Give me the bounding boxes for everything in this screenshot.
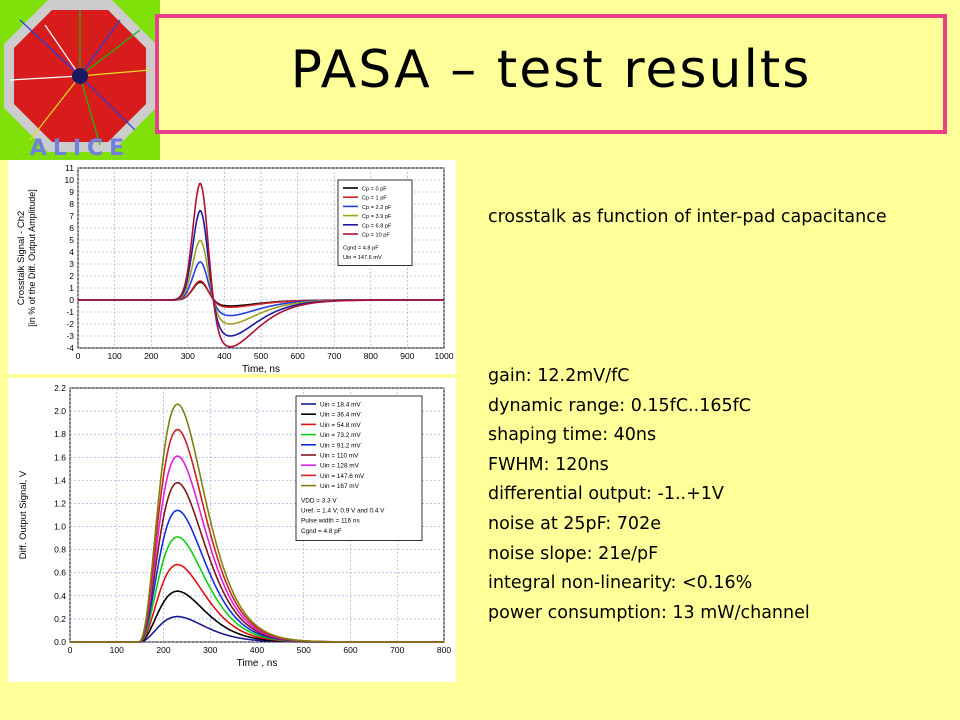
legend-entry: Cp = 3.9 pF	[362, 214, 392, 220]
x-tick-label: 200	[156, 645, 170, 655]
x-tick-label: 600	[343, 645, 357, 655]
legend-entry: Cp = 2.2 pF	[362, 205, 392, 211]
y-tick-label: 1.8	[54, 429, 66, 439]
legend-entry: Cp = 0 pF	[362, 187, 387, 193]
y-axis-label: Crosstalk Signal - Ch2	[16, 211, 27, 306]
y-tick-label: -4	[66, 343, 74, 353]
y-tick-label: 2.0	[54, 406, 66, 416]
alice-logo-text: ALICE	[29, 136, 131, 161]
x-tick-label: 600	[291, 351, 305, 361]
x-tick-label: 800	[364, 351, 378, 361]
y-tick-label: -2	[66, 319, 74, 329]
spec-item: noise slope: 21e/pF	[488, 543, 659, 564]
y-tick-label: 0.2	[54, 614, 66, 624]
alice-logo: ALICE	[0, 0, 160, 161]
y-tick-label: 2.2	[54, 383, 66, 393]
legend-note: Uin = 147.6 mV	[343, 255, 382, 261]
y-tick-label: 3	[69, 259, 74, 269]
x-tick-label: 200	[144, 351, 158, 361]
crosstalk-chart-svg: 0 100 200 300 400 500 600 700 800 900 1000-4-3-2-1…	[16, 163, 454, 374]
legend-entry: Uin = 91.2 mV	[320, 442, 361, 449]
x-tick-label: 300	[203, 645, 217, 655]
y-tick-label: 0.6	[54, 568, 66, 578]
legend-box	[295, 395, 423, 542]
legend-entry: Uin = 18.4 mV	[320, 402, 361, 409]
x-tick-label: 100	[110, 645, 124, 655]
x-tick-label: 0	[68, 645, 73, 655]
y-tick-label: 1	[69, 283, 74, 293]
x-tick-label: 100	[108, 351, 122, 361]
page-title: PASA – test results	[290, 40, 812, 100]
y-tick-label: 0.4	[54, 591, 66, 601]
crosstalk-caption: crosstalk as function of inter-pad capac…	[488, 207, 887, 227]
x-tick-label: 700	[390, 645, 404, 655]
y-tick-label: 11	[65, 163, 74, 173]
spec-list: gain: 12.2mV/fC dynamic range: 0.15fC..16…	[488, 362, 810, 628]
x-tick-label: 900	[400, 351, 414, 361]
spec-item: FWHM: 120ns	[488, 454, 609, 475]
x-tick-label: 0	[76, 351, 81, 361]
legend-entry: Uin = 54.8 mV	[320, 422, 361, 429]
y-tick-label: 5	[69, 235, 74, 245]
legend-note: VDD = 3.3 V	[301, 497, 337, 504]
y-tick-label: 8	[69, 199, 74, 209]
y-tick-label: 0.0	[54, 637, 66, 647]
y-axis-label: Diff. Output Signal, V	[18, 470, 29, 559]
legend-entry: Uin = 167 mV	[320, 483, 360, 490]
y-tick-label: 4	[69, 247, 74, 257]
legend-entry: Cp = 6.8 pF	[362, 223, 392, 229]
series-line	[70, 403, 444, 643]
alice-logo-graphic	[0, 0, 160, 160]
spec-item: integral non-linearity: <0.16%	[488, 573, 753, 594]
series-line	[78, 182, 444, 348]
legend-entry: Uin = 110 mV	[320, 453, 359, 460]
legend-box	[337, 179, 413, 266]
y-axis-label-2: [in % of the Diff. Output Amplitude]	[27, 189, 37, 326]
x-axis-label: Time , ns	[237, 658, 278, 669]
y-tick-label: 6	[69, 223, 74, 233]
title-box: PASA – test results	[155, 14, 947, 134]
legend-entry: Uin = 147.6 mV	[320, 473, 365, 480]
spec-item: differential output: -1..+1V	[488, 484, 724, 505]
y-tick-label: 0	[69, 295, 74, 305]
output-signal-chart: 0 100 200 300 400 500 600 700 800 0.0 0.2 0.4 0.6 0.8…	[8, 378, 456, 682]
x-axis-label: Time, ns	[242, 364, 280, 374]
y-tick-label: 1.4	[54, 475, 66, 485]
x-tick-label: 300	[181, 351, 195, 361]
spec-item: noise at 25pF: 702e	[488, 513, 661, 534]
x-tick-label: 400	[217, 351, 231, 361]
x-tick-label: 700	[327, 351, 341, 361]
y-tick-label: 0.8	[54, 545, 66, 555]
spec-item: dynamic range: 0.15fC..165fC	[488, 395, 751, 416]
x-tick-label: 800	[437, 645, 451, 655]
y-tick-label: 7	[69, 211, 74, 221]
y-tick-label: -3	[66, 331, 74, 341]
y-tick-label: -1	[66, 307, 74, 317]
output-signal-chart-svg: 0 100 200 300 400 500 600 700 800 0.0 0.2 0.4 0.6 0.8…	[18, 383, 451, 669]
legend-note: Cgnd = 4.8 pF	[343, 246, 379, 252]
crosstalk-chart: 0 100 200 300 400 500 600 700 800 900 1000 -4 -3 -2 -1…	[8, 160, 456, 374]
legend-entry: Uin = 36.4 mV	[320, 412, 361, 419]
legend-note: Pulse width = 116 ns	[301, 518, 360, 525]
spec-item: shaping time: 40ns	[488, 425, 657, 446]
spec-item: gain: 12.2mV/fC	[488, 366, 630, 386]
legend-entry: Cp = 1 pF	[362, 196, 387, 202]
x-tick-label: 1000	[435, 351, 454, 361]
spec-item: power consumption: 13 mW/channel	[488, 602, 810, 623]
legend-note: Cgnd = 4.8 pF	[301, 528, 342, 535]
x-tick-label: 500	[254, 351, 268, 361]
x-tick-label: 400	[250, 645, 264, 655]
y-tick-label: 1.0	[54, 522, 66, 532]
legend-entry: Uin = 73.2 mV	[320, 432, 361, 439]
legend-entry: Uin = 128 mV	[320, 463, 360, 470]
legend-entry: Cp = 10 pF	[362, 233, 390, 239]
y-tick-label: 9	[69, 187, 74, 197]
y-tick-label: 10	[65, 175, 75, 185]
x-tick-label: 500	[297, 645, 311, 655]
y-tick-label: 2	[69, 271, 74, 281]
y-tick-label: 1.6	[54, 452, 66, 462]
y-tick-label: 1.2	[54, 498, 66, 508]
legend-note: Uref. = 1.4 V; 0.9 V and 0.4 V	[301, 508, 385, 515]
